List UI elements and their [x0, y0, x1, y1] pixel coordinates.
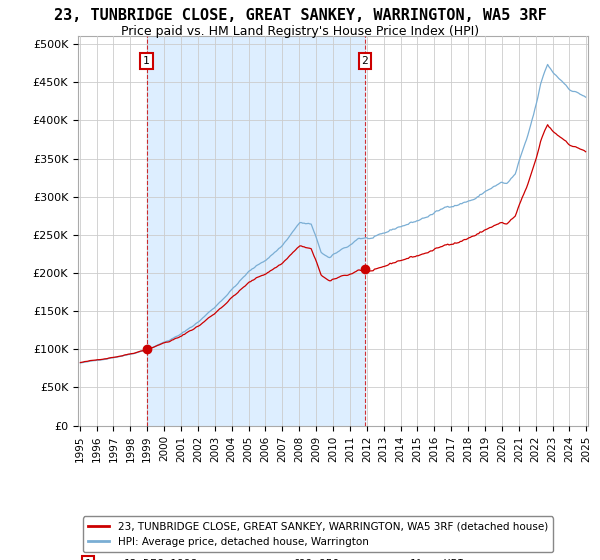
- Text: 2: 2: [361, 56, 368, 66]
- Text: 1: 1: [85, 559, 92, 560]
- Text: Price paid vs. HM Land Registry's House Price Index (HPI): Price paid vs. HM Land Registry's House …: [121, 25, 479, 38]
- Legend: 23, TUNBRIDGE CLOSE, GREAT SANKEY, WARRINGTON, WA5 3RF (detached house), HPI: Av: 23, TUNBRIDGE CLOSE, GREAT SANKEY, WARRI…: [83, 516, 553, 552]
- Text: £99,950: £99,950: [292, 559, 340, 560]
- Text: 12-DEC-1998: 12-DEC-1998: [124, 559, 198, 560]
- Bar: [146, 36, 365, 426]
- Text: 23, TUNBRIDGE CLOSE, GREAT SANKEY, WARRINGTON, WA5 3RF: 23, TUNBRIDGE CLOSE, GREAT SANKEY, WARRI…: [53, 8, 547, 24]
- Text: 1% ↓ HPI: 1% ↓ HPI: [409, 559, 464, 560]
- Text: 1: 1: [143, 56, 150, 66]
